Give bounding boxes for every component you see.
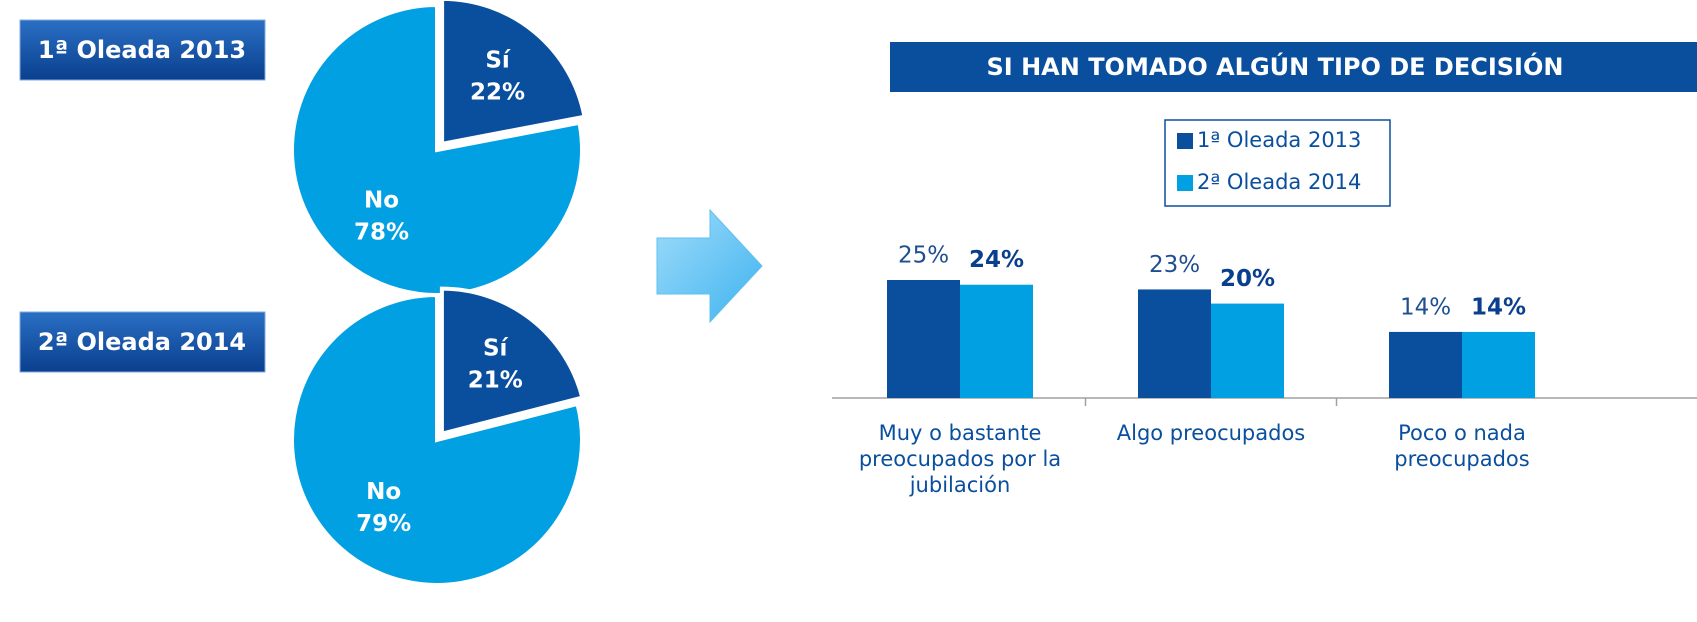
bar-value-label: 23%	[1149, 252, 1200, 278]
slice-label: Sí	[483, 335, 509, 361]
slice-value: 78%	[354, 220, 409, 246]
pie-slice	[290, 292, 584, 587]
legend-box	[1164, 119, 1391, 207]
bar	[1462, 331, 1535, 398]
legend-swatch	[1177, 133, 1193, 149]
bar	[1211, 303, 1284, 398]
bar	[1138, 289, 1211, 398]
legend-label: 1ª Oleada 2013	[1197, 128, 1361, 152]
bar	[887, 280, 960, 398]
pie-title: 2ª Oleada 2014	[38, 328, 246, 356]
legend-swatch	[1177, 175, 1193, 191]
x-tick-label: Poco o nada preocupados	[1394, 421, 1530, 471]
x-tick-label: Algo preocupados	[1116, 421, 1306, 445]
bar-value-label: 20%	[1220, 266, 1275, 292]
bar-value-label: 25%	[898, 243, 949, 269]
title-box	[19, 311, 266, 373]
bar	[1389, 331, 1462, 398]
bar-value-label: 14%	[1400, 294, 1451, 320]
slice-value: 22%	[470, 79, 525, 105]
title-box	[890, 42, 1697, 92]
slice-value: 21%	[468, 367, 523, 393]
pie-slice	[439, 286, 585, 437]
title-box	[19, 19, 266, 81]
slice-value: 79%	[356, 511, 411, 537]
arrow	[656, 208, 763, 324]
bar-value-label: 14%	[1471, 294, 1526, 320]
slice-label: No	[364, 188, 399, 214]
bar	[960, 284, 1033, 398]
chart-title: SI HAN TOMADO ALGÚN TIPO DE DECISIÓN	[987, 51, 1564, 81]
pie-title: 1ª Oleada 2013	[38, 36, 246, 64]
slice-label: Sí	[485, 47, 511, 73]
slice-label: No	[366, 479, 401, 505]
pie-slice	[440, 0, 587, 147]
legend-label: 2ª Oleada 2014	[1197, 170, 1361, 194]
x-tick-label: Muy o bastante preocupados por la jubila…	[858, 421, 1062, 497]
pie-slice	[290, 2, 584, 297]
bar-value-label: 24%	[969, 247, 1024, 273]
